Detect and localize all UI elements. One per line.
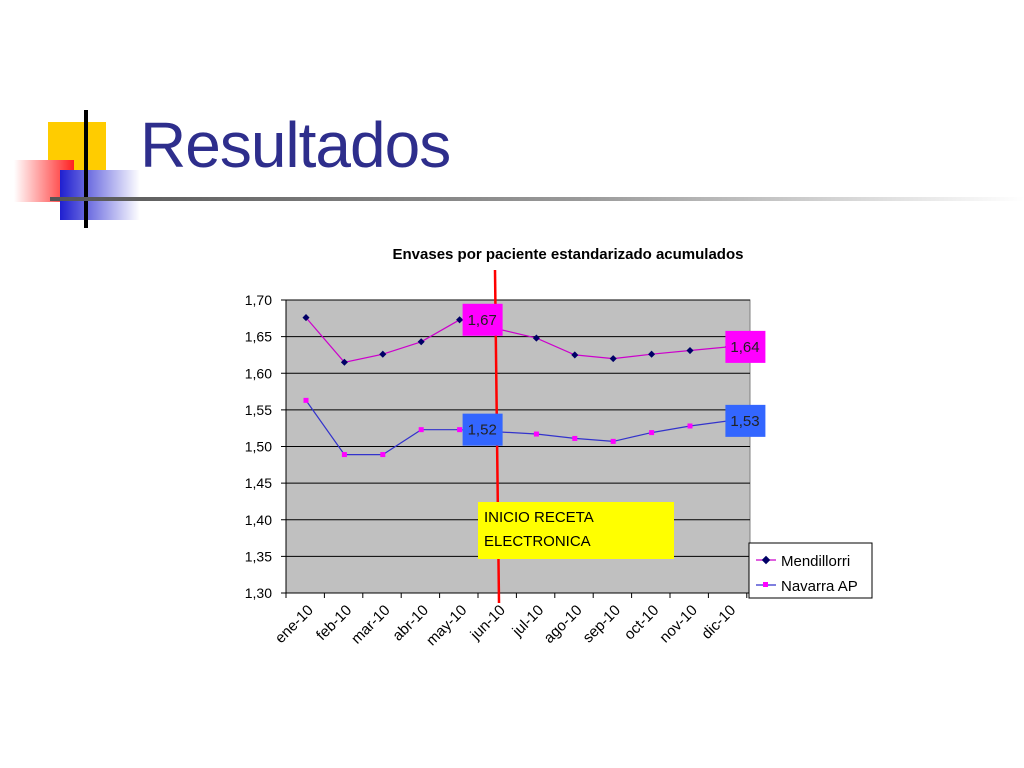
x-tick-label: ago-10 bbox=[541, 602, 586, 647]
legend-marker-navarra-ap bbox=[763, 582, 768, 587]
data-label-box bbox=[462, 303, 503, 336]
data-point-mendillorri bbox=[648, 350, 656, 358]
x-tick-label: nov-10 bbox=[656, 602, 700, 646]
data-point-mendillorri bbox=[532, 334, 540, 342]
x-tick-label: dic-10 bbox=[698, 602, 739, 643]
data-point-mendillorri bbox=[686, 347, 694, 355]
y-tick-label: 1,50 bbox=[245, 439, 272, 455]
legend-label-mendillorri: Mendillorri bbox=[781, 553, 850, 570]
data-point-navarra-ap bbox=[649, 430, 655, 436]
chart-title: Envases por paciente estandarizado acumu… bbox=[393, 246, 744, 263]
y-tick-label: 1,60 bbox=[245, 365, 272, 381]
x-tick-label: sep-10 bbox=[580, 602, 624, 646]
vertical-divider-line bbox=[84, 110, 88, 228]
data-point-mendillorri bbox=[417, 338, 425, 346]
y-tick-label: 1,30 bbox=[245, 585, 272, 601]
legend-label-navarra-ap: Navarra AP bbox=[781, 578, 858, 595]
annotation-text: ELECTRONICA bbox=[484, 533, 591, 550]
x-tick-label: mar-10 bbox=[348, 602, 394, 648]
legend-box bbox=[748, 542, 873, 599]
annotation-box bbox=[478, 502, 674, 559]
data-point-navarra-ap bbox=[457, 427, 463, 433]
data-point-navarra-ap bbox=[341, 452, 347, 458]
y-tick-label: 1,70 bbox=[245, 292, 272, 308]
title-decoration bbox=[14, 110, 1024, 228]
data-point-mendillorri bbox=[571, 351, 579, 359]
data-point-mendillorri bbox=[379, 350, 387, 358]
data-point-navarra-ap bbox=[303, 397, 309, 403]
data-point-mendillorri bbox=[609, 355, 617, 363]
data-label: 1,67 bbox=[468, 312, 497, 329]
data-point-mendillorri bbox=[340, 358, 348, 366]
annotation-text: INICIO RECETA bbox=[484, 509, 594, 526]
data-point-navarra-ap bbox=[687, 423, 693, 429]
data-label-box bbox=[725, 330, 766, 363]
x-tick-label: may-10 bbox=[423, 602, 470, 649]
y-tick-label: 1,55 bbox=[245, 402, 272, 418]
data-label-box bbox=[725, 404, 766, 437]
slide-title: Resultados bbox=[140, 109, 451, 181]
data-label: 1,52 bbox=[468, 422, 497, 439]
y-tick-label: 1,40 bbox=[245, 512, 272, 528]
y-tick-label: 1,65 bbox=[245, 329, 272, 345]
chart-legend: Mendillorri Navarra AP bbox=[748, 542, 873, 599]
blue-gradient-square bbox=[60, 170, 140, 220]
data-point-navarra-ap bbox=[533, 431, 539, 437]
x-tick-label: oct-10 bbox=[621, 602, 663, 644]
data-point-navarra-ap bbox=[572, 435, 578, 441]
y-tick-label: 1,35 bbox=[245, 548, 272, 564]
data-point-navarra-ap bbox=[610, 438, 616, 444]
data-point-mendillorri bbox=[456, 316, 464, 324]
horizontal-rule bbox=[50, 197, 1024, 201]
x-tick-label: ene-10 bbox=[272, 602, 317, 647]
data-point-navarra-ap bbox=[380, 452, 386, 458]
y-tick-label: 1,45 bbox=[245, 475, 272, 491]
data-point-mendillorri bbox=[302, 314, 310, 322]
x-tick-label: jun-10 bbox=[467, 602, 509, 644]
data-point-navarra-ap bbox=[418, 427, 424, 433]
data-label-box bbox=[462, 413, 503, 446]
data-label: 1,64 bbox=[730, 339, 759, 356]
legend-marker-mendillorri bbox=[761, 555, 771, 565]
data-label: 1,53 bbox=[730, 413, 759, 430]
